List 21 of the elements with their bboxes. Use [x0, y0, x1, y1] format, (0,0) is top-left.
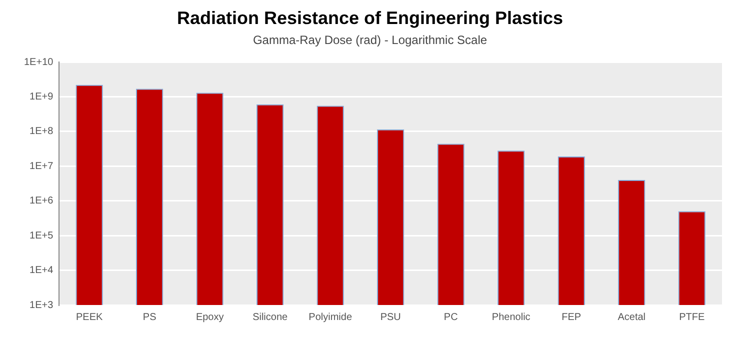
x-tick-label: Phenolic — [492, 312, 530, 323]
x-tick-label: PS — [142, 312, 157, 323]
x-tick-label: PC — [444, 312, 458, 323]
x-tick-label: Acetal — [618, 312, 646, 323]
y-tick-label: 1E+3 — [30, 300, 54, 311]
y-tick-label: 1E+10 — [24, 56, 54, 68]
chart-title: Radiation Resistance of Engineering Plastics — [176, 8, 564, 28]
y-tick-label: 1E+6 — [30, 196, 54, 207]
x-tick-label: Silicone — [252, 312, 288, 323]
x-tick-label: Epoxy — [196, 312, 224, 323]
chart-subtitle: Gamma-Ray Dose (rad) - Logarithmic Scale — [252, 33, 488, 48]
y-tick-label: 1E+9 — [30, 91, 54, 102]
x-tick-label: FEP — [562, 312, 582, 323]
y-tick-label: 1E+4 — [30, 265, 54, 276]
x-tick-label: PSU — [380, 312, 401, 323]
y-tick-label: 1E+8 — [30, 126, 54, 138]
x-tick-label: PTFE — [679, 312, 705, 323]
x-tick-label: Polyimide — [308, 312, 352, 323]
y-tick-label: 1E+5 — [30, 230, 54, 242]
y-tick-label: 1E+7 — [30, 160, 54, 172]
x-tick-label: PEEK — [76, 312, 103, 323]
